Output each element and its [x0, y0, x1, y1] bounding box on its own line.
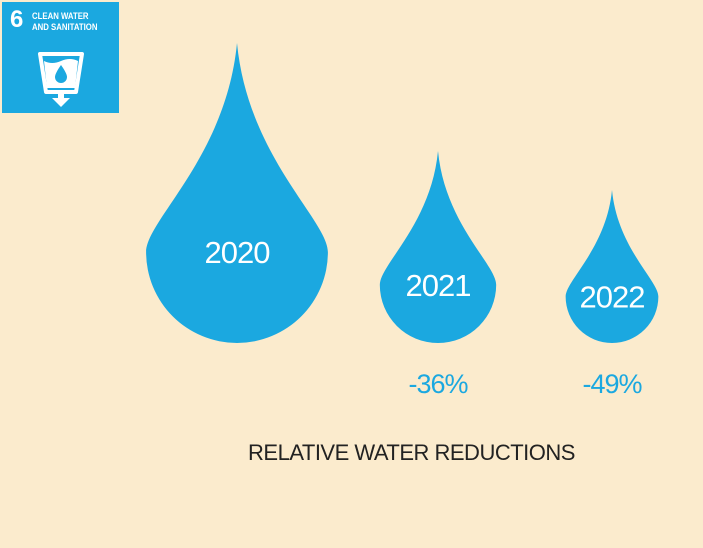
- drop-2021: [379, 151, 497, 343]
- water-glass-icon: [38, 52, 84, 107]
- change-label-2022: -49%: [582, 369, 642, 399]
- sdg-title-line2: AND SANITATION: [32, 22, 98, 33]
- sdg-title: CLEAN WATER AND SANITATION: [32, 11, 101, 33]
- sdg-number: 6: [10, 6, 24, 33]
- drop-2020: [146, 43, 328, 343]
- change-label-2021: -36%: [408, 369, 468, 399]
- sdg-badge: 6 CLEAN WATER AND SANITATION: [2, 2, 119, 113]
- sdg-title-line1: CLEAN WATER: [32, 11, 89, 22]
- drop-label-2021: 2021: [406, 268, 471, 303]
- drop-label-2020: 2020: [205, 235, 271, 270]
- drop-label-2022: 2022: [580, 280, 645, 315]
- chart-title: RELATIVE WATER REDUCTIONS: [248, 440, 575, 465]
- drop-2022: [565, 190, 659, 343]
